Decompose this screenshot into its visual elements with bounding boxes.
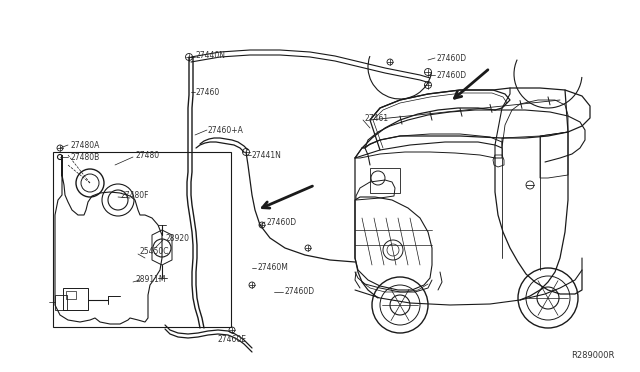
Text: 27461: 27461 — [365, 113, 389, 122]
Text: 28920: 28920 — [165, 234, 189, 243]
Text: 27440N: 27440N — [196, 51, 226, 60]
Text: 27460D: 27460D — [437, 54, 467, 62]
Text: 27460D: 27460D — [285, 288, 315, 296]
Text: 27460D: 27460D — [267, 218, 297, 227]
Text: 27460+A: 27460+A — [208, 125, 244, 135]
Text: 27460D: 27460D — [437, 71, 467, 80]
Text: 25450C: 25450C — [140, 247, 170, 257]
Bar — [55, 295, 67, 310]
Text: 27480: 27480 — [135, 151, 159, 160]
Bar — [370, 168, 400, 193]
Bar — [53, 152, 231, 327]
Text: 27460M: 27460M — [258, 263, 289, 273]
Text: 27480A: 27480A — [70, 141, 99, 150]
Bar — [63, 288, 88, 310]
Text: 27480F: 27480F — [120, 190, 148, 199]
Text: 27460: 27460 — [196, 87, 220, 96]
Text: 27441N: 27441N — [252, 151, 282, 160]
Bar — [66, 291, 76, 299]
Text: 27480B: 27480B — [70, 153, 99, 161]
Text: 27460E: 27460E — [218, 336, 247, 344]
Text: 28911M: 28911M — [135, 276, 166, 285]
Text: R289000R: R289000R — [572, 350, 615, 359]
